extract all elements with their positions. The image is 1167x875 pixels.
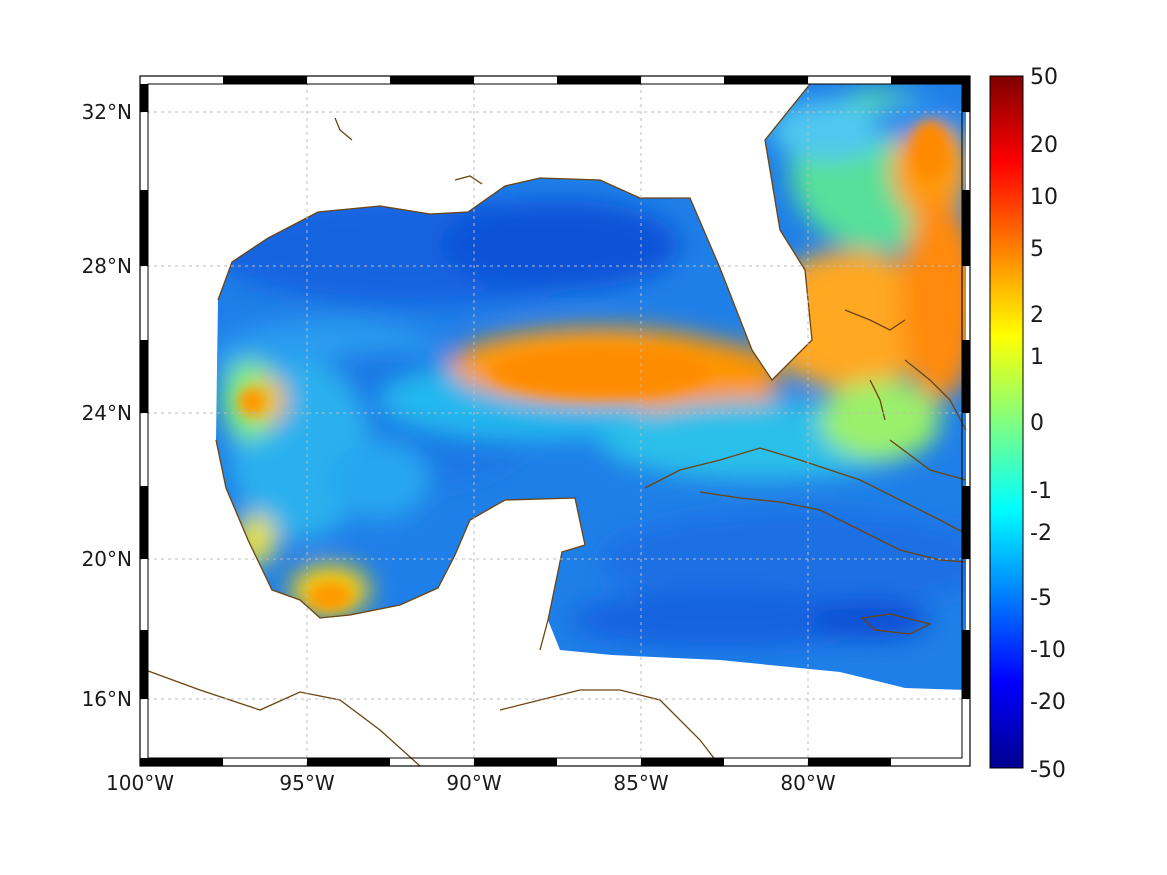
colorbar-label: 0: [1030, 411, 1044, 436]
frame-band-right: [962, 84, 970, 699]
lat-labels: 32°N 28°N 24°N 20°N 16°N: [82, 100, 132, 711]
coastlines: [139, 83, 967, 767]
graticule: [140, 76, 970, 766]
lon-label: 95°W: [279, 771, 334, 795]
colorbar-label: 2: [1030, 303, 1044, 328]
frame-band-left: [140, 84, 148, 699]
colorbar: [989, 75, 1024, 769]
colorbar-label: -5: [1030, 586, 1052, 611]
lon-label: 100°W: [106, 771, 174, 795]
lat-label: 28°N: [82, 254, 132, 278]
lon-label: 85°W: [613, 771, 668, 795]
colorbar-labels: 50 20 10 5 2 1 0 -1 -2 -5 -10 -20 -50: [1030, 65, 1066, 783]
lon-label: 80°W: [780, 771, 835, 795]
colorbar-label: -2: [1030, 521, 1052, 546]
map-frame: [139, 75, 971, 767]
lon-label: 90°W: [446, 771, 501, 795]
frame-band-bottom: [140, 758, 891, 766]
lat-label: 20°N: [82, 547, 132, 571]
colorbar-label: 1: [1030, 345, 1044, 370]
lat-label: 32°N: [82, 100, 132, 124]
colorbar-label: -10: [1030, 638, 1066, 663]
colorbar-label: -20: [1030, 690, 1066, 715]
colorbar-label: -1: [1030, 479, 1052, 504]
colorbar-label: 10: [1030, 185, 1058, 210]
lat-label: 16°N: [82, 687, 132, 711]
lat-label: 24°N: [82, 401, 132, 425]
colorbar-label: -50: [1030, 758, 1066, 783]
colorbar-label: 50: [1030, 65, 1058, 90]
lon-labels: 100°W 95°W 90°W 85°W 80°W: [106, 771, 836, 795]
frame-band-top: [223, 76, 970, 84]
ocean-data-field: [216, 84, 966, 690]
colorbar-label: 5: [1030, 237, 1044, 262]
colorbar-label: 20: [1030, 133, 1058, 158]
